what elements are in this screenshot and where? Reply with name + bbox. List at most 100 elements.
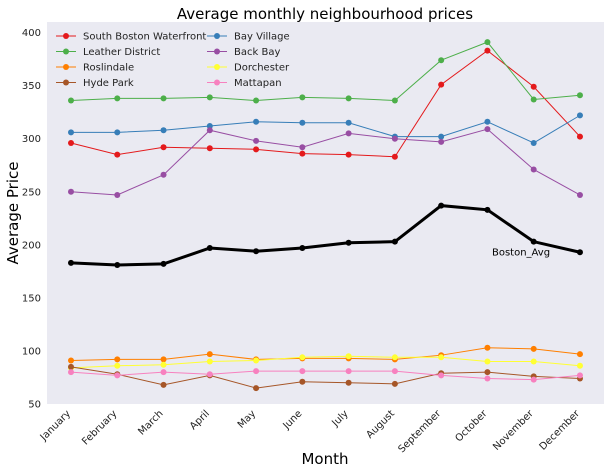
x-tick-label: April	[188, 408, 212, 432]
x-tick-label: January	[38, 408, 73, 443]
legend-label: South Boston Waterfront	[83, 32, 206, 43]
data-point	[114, 129, 121, 136]
data-point	[68, 369, 74, 376]
data-point	[114, 191, 121, 198]
x-tick-label: February	[80, 408, 119, 447]
series-line	[70, 355, 581, 369]
data-point	[576, 92, 583, 99]
data-point	[438, 57, 445, 64]
average-point	[114, 261, 121, 268]
y-tick-label: 200	[22, 240, 41, 251]
data-point	[576, 191, 583, 198]
legend-marker	[214, 79, 220, 86]
data-point	[299, 144, 306, 151]
data-point	[345, 379, 352, 386]
data-point	[299, 119, 306, 126]
data-point	[160, 171, 167, 178]
average-annotation: Boston_Avg	[492, 247, 550, 258]
data-point	[299, 150, 306, 157]
average-point	[206, 245, 213, 252]
data-point	[345, 130, 352, 137]
data-point	[206, 145, 213, 152]
data-point	[253, 118, 260, 125]
average-point	[530, 238, 537, 245]
series-2	[68, 39, 583, 104]
legend-label: Dorchester	[234, 63, 290, 74]
data-point	[391, 354, 398, 361]
y-tick-label: 100	[22, 346, 41, 357]
data-point	[160, 356, 167, 363]
data-point	[114, 362, 121, 369]
x-axis-label: Month	[301, 450, 348, 468]
data-point	[206, 358, 213, 365]
data-point	[530, 345, 537, 352]
series-line	[70, 347, 581, 361]
x-tick-label: May	[236, 408, 258, 430]
data-point	[253, 97, 260, 104]
legend-label: Roslindale	[83, 63, 134, 74]
legend-marker	[214, 48, 220, 55]
data-point	[206, 122, 213, 129]
data-point	[160, 95, 167, 102]
average-point	[345, 239, 352, 246]
x-axis-ticks: January February March April May June July Augu…	[38, 408, 583, 455]
legend-label: Back Bay	[234, 47, 280, 58]
data-point	[438, 372, 445, 379]
legend-label: Bay Village	[234, 32, 290, 43]
average-point	[438, 202, 445, 209]
data-point	[438, 354, 445, 361]
x-tick-label: October	[453, 408, 490, 445]
data-point	[68, 139, 74, 146]
data-point	[160, 369, 167, 376]
y-axis-ticks: 50 100 150 200 250 300 350 400	[22, 28, 41, 410]
chart-title: Average monthly neighbourhood prices	[177, 5, 473, 23]
average-line	[70, 204, 581, 267]
data-point	[299, 94, 306, 101]
data-point	[484, 369, 491, 376]
series-line	[70, 41, 581, 102]
legend-marker	[63, 48, 69, 55]
y-tick-label: 150	[22, 293, 41, 304]
average-layer: Boston_Avg	[68, 202, 583, 268]
y-tick-label: 300	[22, 134, 41, 145]
data-point	[345, 151, 352, 158]
data-point	[345, 368, 352, 375]
legend-marker	[214, 33, 220, 39]
data-point	[206, 371, 213, 378]
legend-marker	[63, 79, 69, 86]
data-point	[345, 353, 352, 360]
series-line	[70, 128, 581, 196]
average-point	[391, 238, 398, 245]
legend: South Boston Waterfront Bay Village Leathe…	[56, 32, 290, 89]
data-point	[484, 118, 491, 125]
x-tick-label: June	[281, 408, 305, 432]
data-point	[253, 385, 260, 392]
data-point	[206, 127, 213, 134]
legend-item: Hyde Park	[56, 78, 134, 89]
data-point	[160, 144, 167, 151]
data-point	[576, 112, 583, 119]
data-point	[438, 133, 445, 140]
data-point	[484, 39, 491, 46]
legend-marker	[63, 64, 69, 70]
legend-label: Leather District	[83, 47, 160, 58]
legend-label: Hyde Park	[83, 78, 134, 89]
data-point	[253, 146, 260, 153]
legend-item: Bay Village	[207, 32, 290, 43]
data-point	[345, 119, 352, 126]
x-tick-label: December	[538, 408, 583, 453]
legend-item: South Boston Waterfront	[56, 32, 206, 43]
data-point	[484, 375, 491, 382]
data-point	[530, 83, 537, 90]
data-point	[160, 361, 167, 368]
data-point	[576, 133, 583, 140]
data-point	[253, 357, 260, 364]
data-point	[114, 95, 121, 102]
data-point	[391, 380, 398, 387]
data-point	[299, 354, 306, 361]
data-point	[160, 127, 167, 134]
data-point	[299, 378, 306, 385]
y-tick-label: 400	[22, 28, 41, 39]
series-3	[68, 126, 583, 198]
